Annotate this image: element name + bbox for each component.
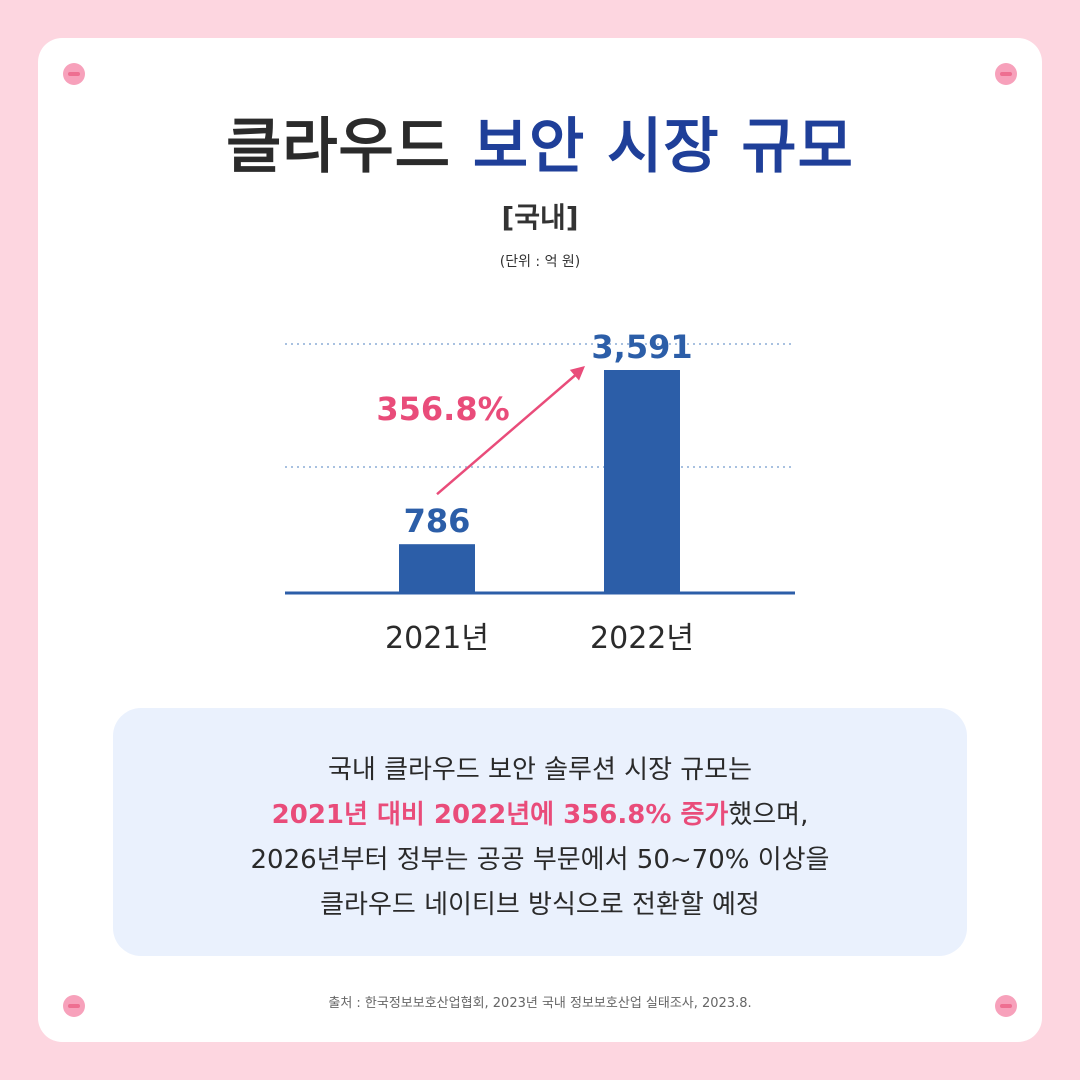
tick-label: 2022년 [590,621,694,656]
pin-icon [63,63,85,85]
data-label: 3,591 [591,328,692,366]
info-line-2-rest: 했으며, [728,800,809,830]
info-highlight: 2021년 대비 2022년에 356.8% 증가 [271,800,729,830]
unit-label: (단위 : 억 원) [499,254,581,270]
info-line-3: 2026년부터 정부는 공공 부문에서 50~70% 이상을 [250,845,830,875]
growth-arrow [436,371,580,496]
pin-icon [995,995,1017,1017]
title-part2: 보안 시장 규모 [472,112,854,182]
title-part1: 클라우드 [226,112,451,182]
pin-icon [995,63,1017,85]
info-line-1: 국내 클라우드 보안 솔루션 시장 규모는 [327,755,753,785]
tick-label: 2021년 [385,621,489,656]
chart-subtitle: [국내] [501,201,579,234]
page-title: 클라우드 보안 시장 규모 [0,98,1080,185]
pin-icon [63,995,85,1017]
source-note: 출처 : 한국정보보호산업협회, 2023년 국내 정보보호산업 실태조사, 2… [328,996,752,1011]
info-line-4: 클라우드 네이티브 방식으로 전환할 예정 [320,890,760,920]
info-text: 국내 클라우드 보안 솔루션 시장 규모는 2021년 대비 2022년에 35… [0,748,1080,928]
bar [399,544,475,593]
bar [604,370,680,593]
info-box [113,708,967,956]
growth-label: 356.8% [376,390,509,428]
info-line-2: 2021년 대비 2022년에 356.8% 증가했으며, [0,793,1080,838]
growth-arrow-head [569,366,585,381]
bar-chart: 786 2021년 3,591 2022년 356.8% [285,328,795,656]
data-label: 786 [404,502,471,540]
